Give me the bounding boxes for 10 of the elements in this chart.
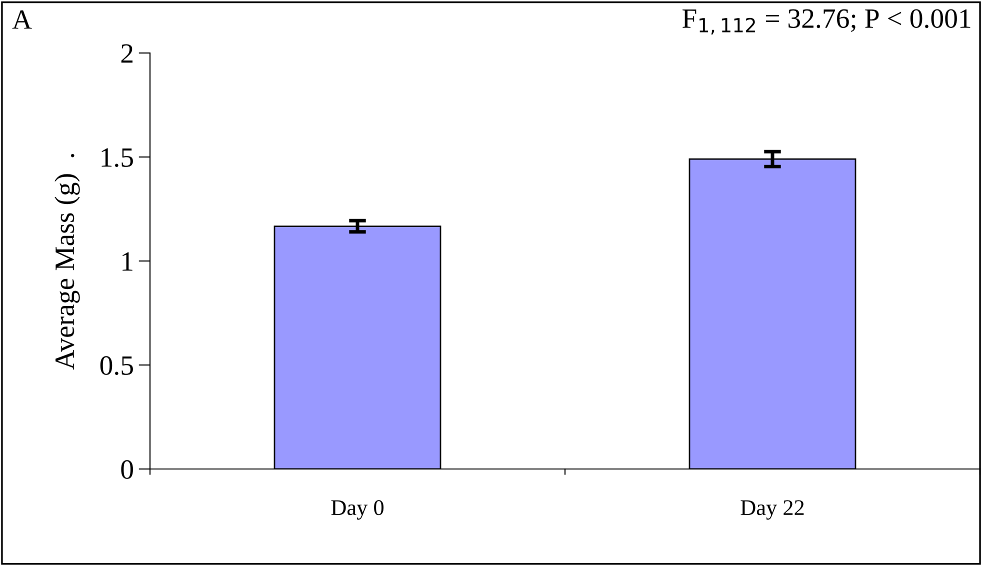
x-tick-label: Day 22 [740, 500, 804, 520]
y-axis-title: Average Mass (g) . [54, 154, 80, 370]
y-tick-label: 1.5 [102, 148, 133, 168]
x-tick-label: Day 0 [331, 500, 384, 520]
y-tick-label: 2 [121, 44, 132, 63]
y-tick-label: 0.5 [100, 356, 133, 376]
y-tick-label: 0 [121, 460, 133, 479]
y-tick-label: 1 [122, 252, 132, 271]
text: A [12, 10, 32, 29]
text: F$_{1,112}$ = 32.76; P < 0.001 [682, 9, 970, 35]
